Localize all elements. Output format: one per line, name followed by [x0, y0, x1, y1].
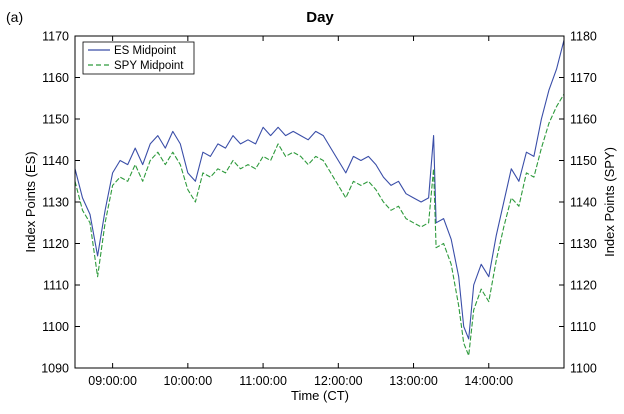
legend-label-spy: SPY Midpoint	[114, 60, 184, 72]
y-right-tick-label: 1110	[570, 320, 596, 334]
x-axis-label: Time (CT)	[291, 388, 349, 403]
x-tick-label: 09:00:00	[88, 374, 137, 388]
x-tick-label: 11:00:00	[239, 374, 287, 388]
y-left-tick-label: 1150	[42, 113, 69, 127]
x-tick-label: 13:00:00	[389, 374, 438, 388]
plot-frame	[74, 35, 565, 369]
y-axis-right-label: Index Points (SPY)	[602, 147, 617, 257]
y-right-tick-label: 1140	[570, 196, 597, 210]
chart-title: Day	[306, 9, 334, 26]
x-axis: 09:00:00 10:00:00 11:00:00 12:00:00 13:00:00…	[88, 36, 513, 388]
y-axis-left-label: Index Points (ES)	[23, 151, 38, 252]
y-right-tick-label: 1150	[570, 154, 597, 168]
y-right-tick-label: 1160	[570, 113, 597, 127]
legend-box	[82, 41, 195, 75]
y-left-tick-label: 1100	[42, 320, 69, 334]
y-right-tick-label: 1130	[570, 237, 597, 251]
y-left-tick-label: 1170	[42, 30, 69, 44]
y-right-tick-label: 1180	[570, 30, 597, 44]
series-layer	[74, 39, 565, 357]
y-left-tick-label: 1120	[42, 237, 69, 251]
left-axis: 1090 1100 1110 1120 1130 1140 1150 1160 1170	[41, 30, 80, 376]
series-line-spy-midpoint	[74, 93, 565, 357]
y-left-tick-label: 1090	[41, 362, 69, 376]
series-line-es-midpoint	[74, 39, 565, 340]
y-right-tick-label: 1120	[570, 279, 597, 293]
legend-label-es: ES Midpoint	[114, 45, 177, 57]
legend: ES Midpoint SPY Midpoint	[82, 41, 195, 75]
y-left-tick-label: 1160	[42, 71, 69, 85]
y-right-tick-label: 1100	[570, 362, 597, 376]
panel-label: (a)	[6, 9, 23, 25]
x-tick-label: 10:00:00	[164, 374, 213, 388]
x-tick-label: 14:00:00	[464, 374, 513, 388]
y-right-tick-label: 1170	[570, 71, 597, 85]
y-left-tick-label: 1140	[42, 154, 69, 168]
y-left-tick-label: 1110	[43, 279, 69, 293]
right-axis: 1100 1110 1120 1130 1140 1150 1160 1170 1180	[559, 30, 597, 376]
x-tick-label: 12:00:00	[314, 374, 363, 388]
y-left-tick-label: 1130	[42, 196, 69, 210]
